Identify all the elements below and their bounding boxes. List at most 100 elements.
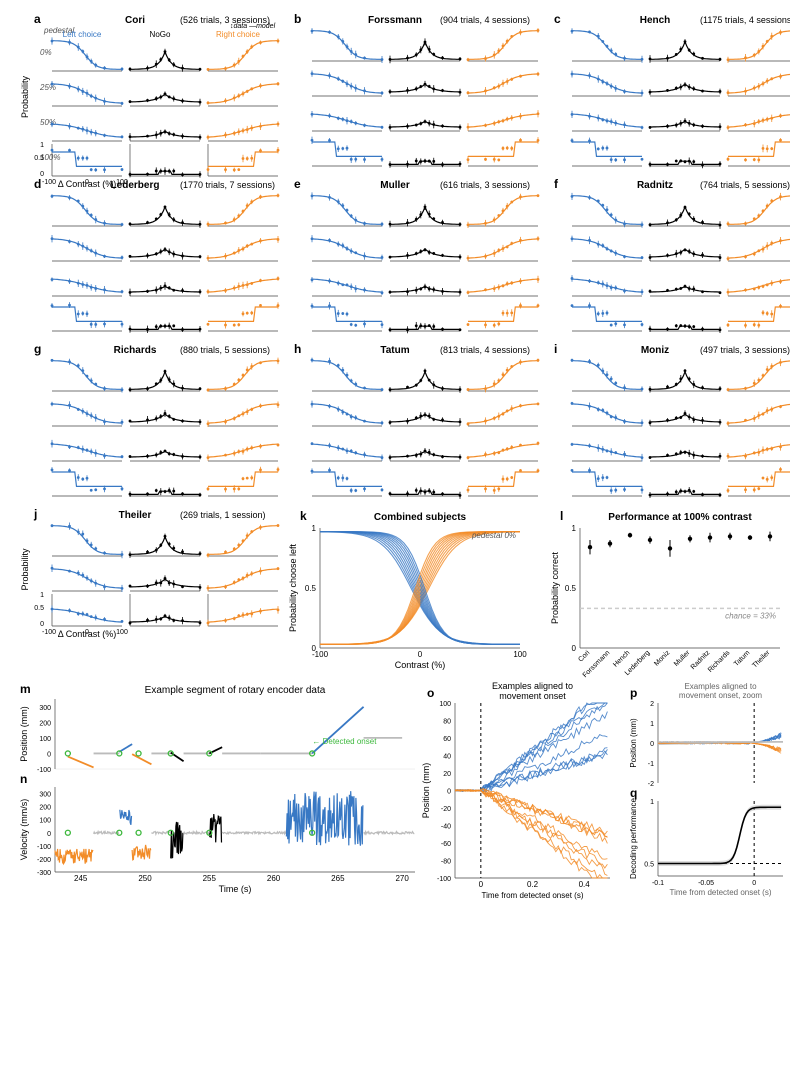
mini-chart [129, 450, 202, 461]
data-point [81, 283, 84, 286]
data-point [121, 223, 124, 226]
data-point [103, 552, 106, 555]
data-point [250, 476, 253, 479]
data-point [757, 324, 760, 327]
data-point [250, 127, 253, 130]
data-point [68, 85, 71, 88]
data-point [172, 619, 175, 622]
data-point [432, 217, 435, 220]
data-point [164, 535, 167, 538]
data-point [649, 494, 652, 497]
data-point [419, 213, 422, 216]
data-point [497, 323, 500, 326]
data-point [510, 35, 513, 38]
data-point [51, 123, 54, 126]
data-point [666, 89, 669, 92]
data-point [207, 323, 210, 326]
data-point [224, 387, 227, 390]
subject-panel: gRichards(880 trials, 5 sessions) [34, 342, 279, 497]
data-point [86, 157, 89, 160]
data-point [207, 68, 210, 71]
data-point [155, 217, 158, 220]
data-point [753, 488, 756, 491]
perf-point [768, 534, 772, 538]
data-point [649, 327, 652, 330]
data-point [719, 224, 722, 227]
subject-name: Forssmann [368, 15, 422, 26]
data-point [519, 115, 522, 118]
data-point [207, 168, 210, 171]
svg-text:-2: -2 [648, 781, 654, 788]
svg-text:-60: -60 [441, 841, 451, 848]
data-point [688, 452, 691, 455]
mini-chart [467, 358, 540, 392]
data-point [497, 85, 500, 88]
data-point [277, 123, 280, 126]
data-point [181, 135, 184, 138]
data-point [770, 77, 773, 80]
data-point [237, 130, 240, 133]
data-point [684, 490, 687, 493]
data-point [770, 282, 773, 285]
data-point [237, 450, 240, 453]
data-point [441, 221, 444, 224]
svg-text:0.5: 0.5 [34, 605, 44, 612]
data-point [233, 487, 236, 490]
data-point [441, 254, 444, 257]
data-point [389, 421, 392, 424]
data-point [459, 223, 462, 226]
data-point [588, 405, 591, 408]
data-point [510, 242, 513, 245]
data-point [259, 125, 262, 128]
data-point [675, 160, 678, 163]
svg-text:-100: -100 [37, 767, 51, 774]
data-point [719, 328, 722, 331]
data-point [146, 290, 149, 293]
data-point [614, 286, 617, 289]
data-point [90, 379, 93, 382]
data-point [103, 455, 106, 458]
data-point [181, 585, 184, 588]
mini-chart [727, 467, 790, 496]
data-point [506, 245, 509, 248]
mini-chart [51, 401, 124, 426]
data-point [363, 323, 366, 326]
data-point [259, 41, 262, 44]
data-point [415, 218, 418, 221]
data-point [597, 447, 600, 450]
data-point [77, 364, 80, 367]
data-point [172, 453, 175, 456]
data-point [90, 489, 93, 492]
mini-chart [51, 302, 124, 331]
data-point [389, 90, 392, 93]
data-point [766, 79, 769, 82]
data-point [77, 88, 80, 91]
data-point [679, 86, 682, 89]
data-point [614, 122, 617, 125]
data-point [103, 420, 106, 423]
data-point [337, 408, 340, 411]
data-point [363, 255, 366, 258]
svg-text:0.5: 0.5 [644, 862, 654, 869]
data-point [86, 449, 89, 452]
data-point [199, 101, 202, 104]
mini-chart [727, 111, 790, 131]
data-point [199, 387, 202, 390]
data-point [510, 201, 513, 204]
mini-chart [649, 39, 722, 63]
pedestal-value: 0% [40, 48, 52, 57]
data-point [719, 125, 722, 128]
data-point [381, 126, 384, 129]
data-point [675, 218, 678, 221]
data-point [155, 549, 158, 552]
data-point [155, 454, 158, 457]
subject-meta: (1770 trials, 7 sessions) [180, 180, 275, 190]
data-point [155, 417, 158, 420]
data-point [506, 369, 509, 372]
data-point [719, 494, 722, 497]
panel-p: pExamples aligned tomovement onset, zoom… [629, 682, 783, 788]
svg-text:80: 80 [443, 719, 451, 726]
data-point [172, 170, 175, 173]
data-point [164, 450, 167, 453]
mini-chart [129, 488, 202, 498]
